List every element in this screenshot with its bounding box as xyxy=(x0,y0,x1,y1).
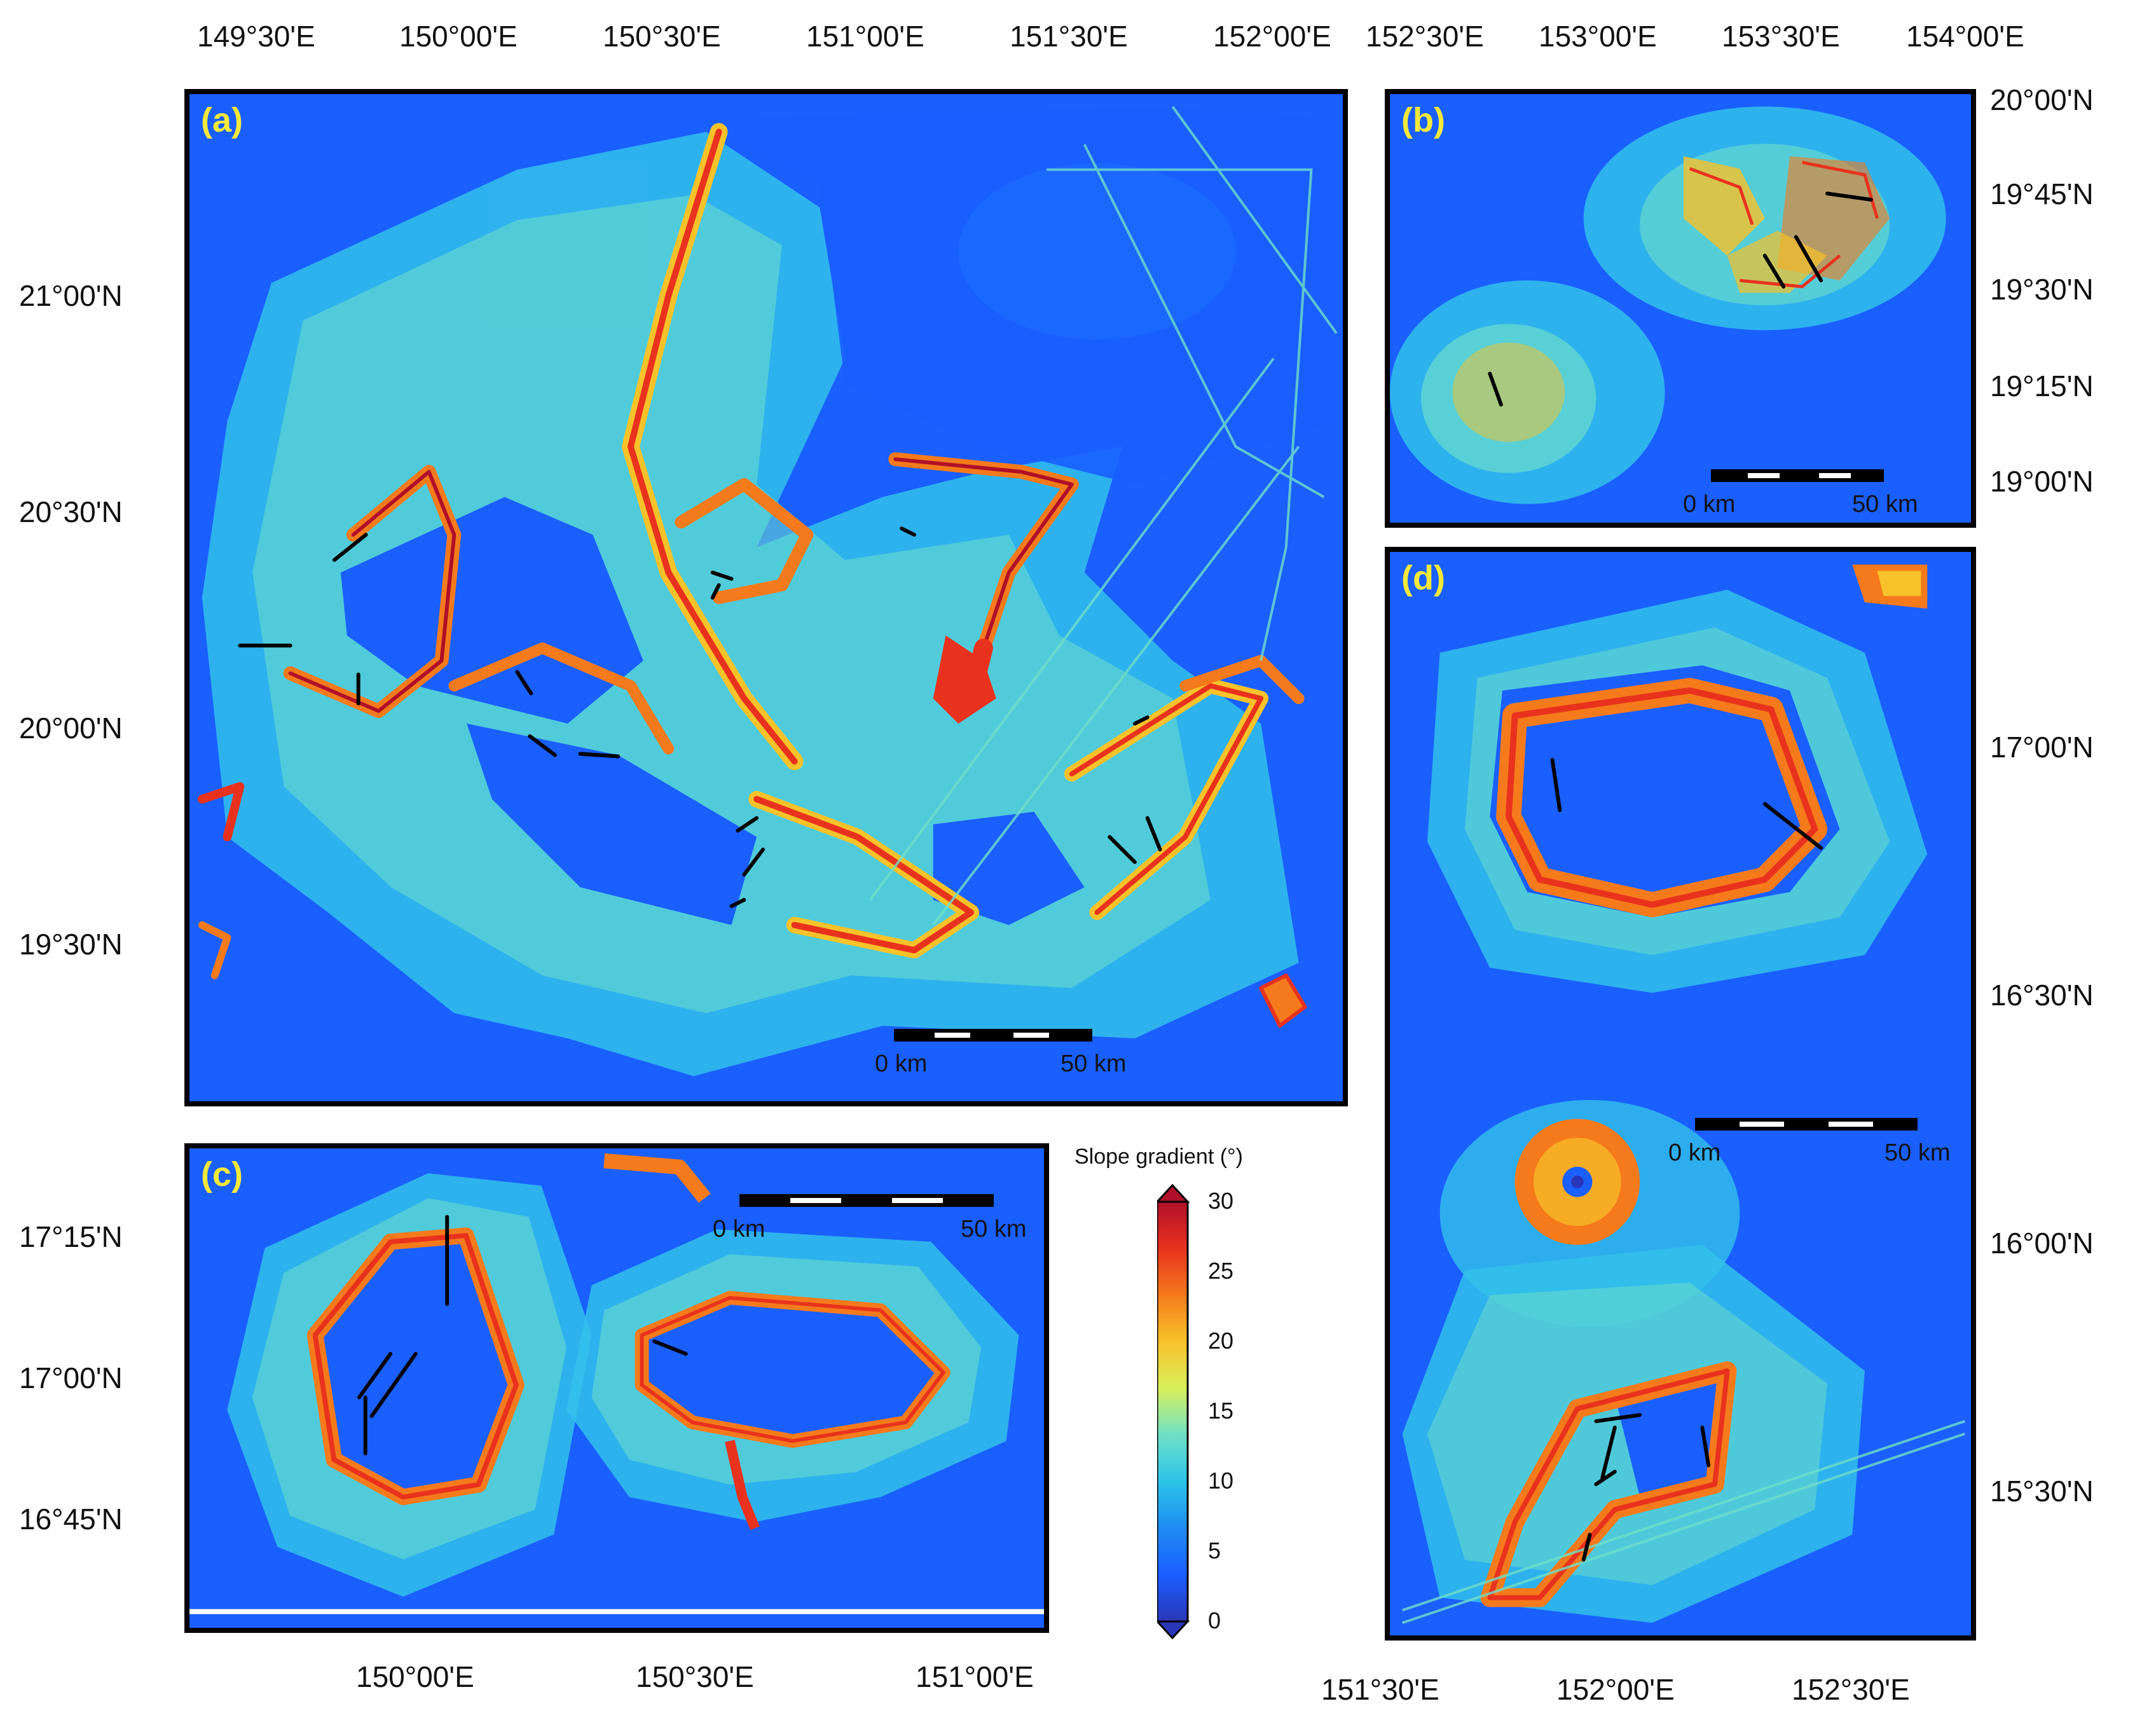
lat-label: 20°30'N xyxy=(19,495,123,528)
scale-start-label: 0 km xyxy=(1668,1139,1721,1166)
scale-start-label: 0 km xyxy=(713,1216,766,1242)
colorbar-tick-label: 0 xyxy=(1208,1607,1221,1634)
panel-label: (b) xyxy=(1401,101,1445,139)
lat-label: 19°30'N xyxy=(19,928,123,961)
lon-label: 150°00'E xyxy=(356,1660,474,1693)
colorbar-ticks: 30 25 20 15 10 5 0 xyxy=(1208,1183,1284,1634)
lon-label: 151°00'E xyxy=(806,20,924,53)
lat-label: 16°45'N xyxy=(19,1503,123,1536)
colorbar-max-arrow xyxy=(1157,1183,1190,1203)
lon-label: 152°00'E xyxy=(1213,20,1331,53)
colorbar-min-arrow xyxy=(1157,1620,1190,1640)
lat-label: 19°15'N xyxy=(1990,369,2094,402)
scale-start-label: 0 km xyxy=(1683,491,1736,518)
lat-label: 19°30'N xyxy=(1990,273,2094,306)
colorbar-tick-label: 20 xyxy=(1208,1328,1234,1354)
panel-label: (c) xyxy=(201,1155,243,1194)
lon-label: 153°00'E xyxy=(1539,20,1657,53)
scale-start-label: 0 km xyxy=(875,1050,928,1077)
lat-label: 16°30'N xyxy=(1990,979,2094,1012)
lat-label: 20°00'N xyxy=(19,712,123,745)
panel-label: (a) xyxy=(201,101,243,139)
lat-label: 15°30'N xyxy=(1990,1475,2094,1508)
panel-c-slope-raster xyxy=(189,1153,1044,1614)
panel-d-slope-raster xyxy=(1402,564,1965,1625)
lat-label: 17°00'N xyxy=(19,1361,123,1394)
lon-label: 154°00'E xyxy=(1906,20,2024,53)
scale-bar: 0 km 50 km xyxy=(713,1194,1026,1251)
scale-bar: 0 km 50 km xyxy=(875,1029,1126,1086)
panel-a-slope-raster xyxy=(197,106,1338,1077)
lat-label: 17°15'N xyxy=(19,1220,123,1253)
slope-colorbar: Slope gradient (°) 30 25 20 15 10 5 0 xyxy=(1075,1145,1329,1641)
lat-label: 17°00'N xyxy=(1990,731,2094,764)
lon-label: 151°30'E xyxy=(1010,20,1128,53)
lon-label: 151°00'E xyxy=(916,1660,1034,1693)
panel-d-map: (d) 0 km 50 km xyxy=(1385,547,1976,1641)
lon-label: 150°00'E xyxy=(399,20,518,53)
scale-bar: 0 km 50 km xyxy=(1668,1118,1950,1175)
colorbar-gradient xyxy=(1157,1201,1189,1623)
lat-label: 19°45'N xyxy=(1990,177,2094,210)
lon-label: 151°30'E xyxy=(1321,1673,1439,1706)
lon-label: 152°00'E xyxy=(1556,1673,1675,1706)
scale-end-label: 50 km xyxy=(1852,491,1918,518)
colorbar-tick-label: 15 xyxy=(1208,1398,1234,1424)
panel-b-slope-raster xyxy=(1390,106,1946,504)
scale-end-label: 50 km xyxy=(1885,1139,1951,1166)
lat-label: 16°00'N xyxy=(1990,1227,2094,1260)
panel-label: (d) xyxy=(1401,559,1445,597)
panel-c-map: (c) 0 km 50 km xyxy=(184,1143,1049,1633)
lon-label: 150°30'E xyxy=(603,20,721,53)
colorbar-ramp xyxy=(1157,1183,1190,1640)
scale-bar: 0 km 50 km xyxy=(1683,469,1918,523)
scale-end-label: 50 km xyxy=(961,1216,1027,1242)
colorbar-tick-label: 30 xyxy=(1208,1188,1234,1214)
lon-label: 149°30'E xyxy=(197,20,315,53)
panel-b-map: (b) 0 km 50 km xyxy=(1385,89,1976,528)
colorbar-tick-label: 5 xyxy=(1208,1538,1221,1564)
scale-end-label: 50 km xyxy=(1061,1050,1127,1077)
lon-label: 152°30'E xyxy=(1792,1673,1910,1706)
colorbar-tick-label: 10 xyxy=(1208,1468,1234,1494)
panel-a-map: (a) 0 km 50 km xyxy=(184,89,1348,1106)
lon-label: 150°30'E xyxy=(636,1660,754,1693)
lon-label: 152°30'E xyxy=(1366,20,1484,53)
colorbar-tick-label: 25 xyxy=(1208,1258,1234,1284)
colorbar-title: Slope gradient (°) xyxy=(1075,1145,1243,1169)
lat-label: 19°00'N xyxy=(1990,465,2094,498)
lat-label: 20°00'N xyxy=(1990,83,2094,116)
lat-label: 21°00'N xyxy=(19,279,123,312)
lon-label: 153°30'E xyxy=(1722,20,1840,53)
